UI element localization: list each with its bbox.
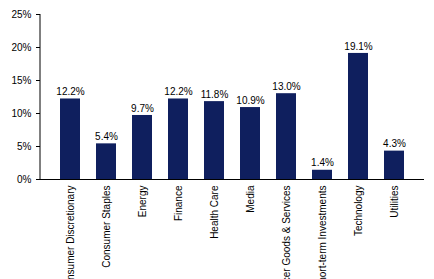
svg-text:5.4%: 5.4%: [95, 131, 118, 142]
svg-text:11.8%: 11.8%: [201, 89, 229, 100]
svg-text:10.9%: 10.9%: [236, 95, 264, 106]
svg-text:Consumer Discretionary: Consumer Discretionary: [65, 186, 76, 279]
svg-text:12.2%: 12.2%: [56, 86, 84, 97]
svg-text:9.7%: 9.7%: [131, 103, 154, 114]
svg-text:1.4%: 1.4%: [311, 157, 334, 168]
svg-text:15%: 15%: [11, 75, 31, 86]
svg-text:19.1%: 19.1%: [344, 41, 372, 52]
svg-text:10%: 10%: [11, 108, 31, 119]
svg-text:Producer Goods & Services: Producer Goods & Services: [281, 186, 292, 279]
svg-text:0%: 0%: [17, 174, 32, 185]
svg-text:Media: Media: [245, 185, 256, 213]
svg-text:13.0%: 13.0%: [272, 81, 300, 92]
svg-text:4.3%: 4.3%: [383, 138, 406, 149]
svg-text:Utilities: Utilities: [389, 186, 400, 218]
svg-text:5%: 5%: [17, 141, 32, 152]
svg-text:Health Care: Health Care: [209, 185, 220, 239]
svg-text:20%: 20%: [11, 42, 31, 53]
svg-text:Finance: Finance: [173, 185, 184, 221]
svg-text:25%: 25%: [11, 9, 31, 20]
svg-text:Consumer Staples: Consumer Staples: [101, 186, 112, 268]
svg-text:Technology: Technology: [353, 186, 364, 237]
svg-text:Short-term Investments: Short-term Investments: [317, 186, 328, 279]
svg-text:12.2%: 12.2%: [164, 86, 192, 97]
svg-text:Energy: Energy: [137, 186, 148, 218]
